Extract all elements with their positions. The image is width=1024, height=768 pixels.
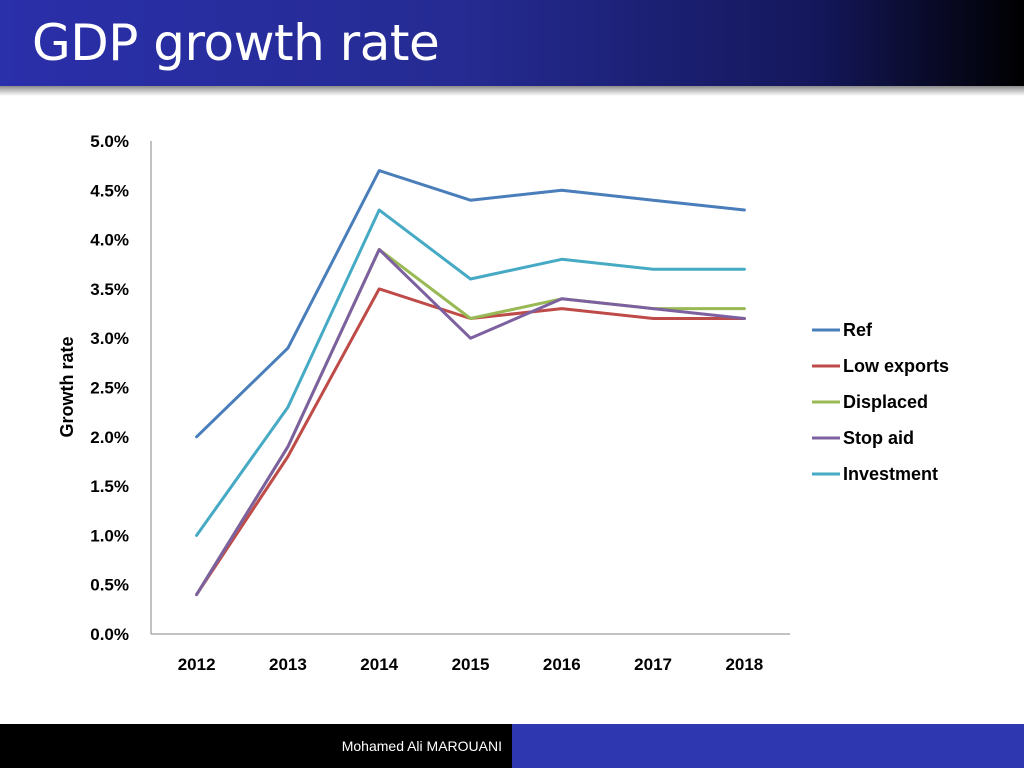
series-line-low-exports [195,287,746,597]
x-tick-label: 2017 [634,655,672,674]
legend-label: Displaced [843,392,928,412]
y-tick-label: 4.5% [90,181,129,200]
y-axis-title: Growth rate [57,336,77,437]
legend-label: Investment [843,464,938,484]
y-tick-label: 1.0% [90,526,129,545]
x-tick-label: 2016 [543,655,581,674]
y-tick-label: 3.0% [90,329,129,348]
slide-title: GDP growth rate [32,14,440,72]
legend-item-displaced: Displaced [812,392,928,412]
y-tick-label: 2.0% [90,428,129,447]
series-lines [195,169,746,597]
y-tick-label: 1.5% [90,477,129,496]
y-tick-label: 0.5% [90,576,129,595]
footer-right-band [512,724,1024,768]
footer-author: Mohamed Ali MAROUANI [341,738,502,754]
x-tick-label: 2018 [725,655,763,674]
legend: Ref Low exports Displaced Stop aid Investmen… [812,320,949,484]
x-axis-ticks: 2012 2013 2014 2015 2016 2017 2018 [178,655,764,674]
y-tick-label: 3.5% [90,280,129,299]
footer: Mohamed Ali MAROUANI [0,724,512,768]
legend-item-low-exports: Low exports [812,356,949,376]
x-tick-label: 2015 [452,655,490,674]
gdp-growth-chart: 0.0% 0.5% 1.0% 1.5% 2.0% 2.5% 3.0% 3.5% 4.0% 4.5%… [57,132,949,674]
legend-label: Low exports [843,356,949,376]
y-tick-label: 2.5% [90,379,129,398]
y-tick-label: 4.0% [90,231,129,250]
x-tick-label: 2013 [269,655,307,674]
series-line-investment [195,208,746,537]
x-tick-label: 2012 [178,655,216,674]
legend-label: Stop aid [843,428,914,448]
x-tick-label: 2014 [360,655,398,674]
title-shadow [0,86,1024,96]
series-line-stop-aid [195,248,746,597]
y-tick-label: 5.0% [90,132,129,151]
y-tick-label: 0.0% [90,625,129,644]
legend-item-investment: Investment [812,464,938,484]
legend-label: Ref [843,320,873,340]
series-line-ref [195,169,746,439]
legend-item-ref: Ref [812,320,873,340]
legend-item-stop-aid: Stop aid [812,428,914,448]
footer-left-band [0,724,512,768]
y-axis-ticks: 0.0% 0.5% 1.0% 1.5% 2.0% 2.5% 3.0% 3.5% 4.0% 4.5%… [90,132,129,644]
title-bar: GDP growth rate [0,0,1024,86]
